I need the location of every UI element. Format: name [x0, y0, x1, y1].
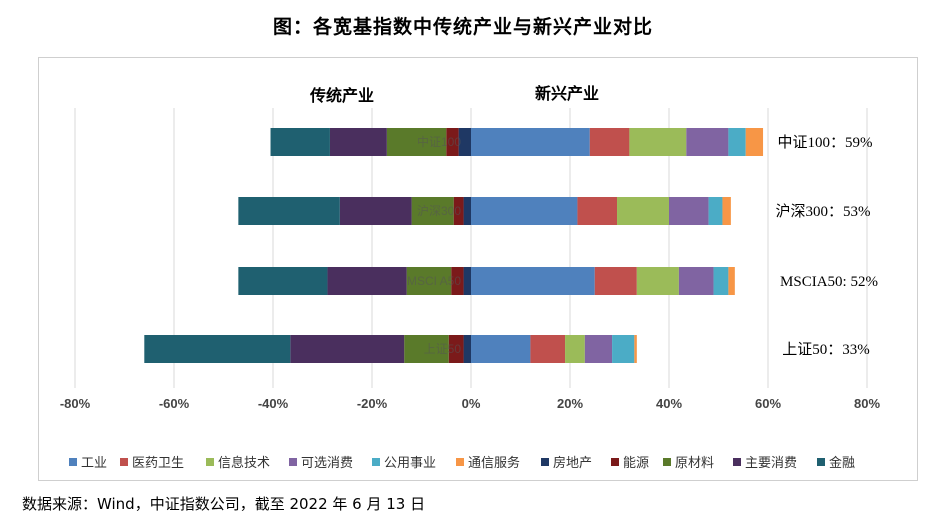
legend-entry: 信息技术 [218, 455, 270, 471]
bar-segment [577, 197, 618, 225]
legend-swatch [541, 458, 549, 466]
legend-entry: 金融 [829, 455, 855, 471]
bar-segment [713, 267, 729, 295]
x-tick-label: -20% [357, 396, 388, 411]
bars [144, 128, 764, 363]
page-title: 图：各宽基指数中传统产业与新兴产业对比 [272, 16, 653, 38]
bar-segment [686, 128, 729, 156]
legend-swatch [69, 458, 77, 466]
legend-entry: 通信服务 [468, 455, 520, 471]
bar-segment [404, 335, 449, 363]
bar-segment [708, 197, 723, 225]
legend-entry: 可选消费 [301, 456, 353, 471]
bar-segment [463, 267, 471, 295]
x-tick-label: -80% [60, 396, 91, 411]
bar-segment [329, 128, 387, 156]
bar-segment [471, 335, 531, 363]
legend-entry: 工业 [81, 456, 107, 471]
bar-inner-label: 中证100 [417, 134, 461, 149]
right-label: 上证50：33% [782, 341, 870, 358]
legend-swatch [817, 458, 825, 466]
bar-segment [458, 128, 471, 156]
right-label: MSCIA50: 52% [780, 274, 878, 290]
bar-segment [339, 197, 412, 225]
legend-swatch [456, 458, 464, 466]
legend-swatch [733, 458, 741, 466]
bar-segment [238, 267, 328, 295]
legend-entry: 公用事业 [384, 456, 436, 471]
bar-segment [629, 128, 687, 156]
bar-segment [636, 267, 679, 295]
right-header: 新兴产业 [535, 84, 599, 103]
bar-segment [471, 128, 590, 156]
inner-labels: 中证100 沪深300 MSCI A50 上证50 [407, 134, 461, 356]
left-header: 传统产业 [309, 86, 374, 105]
x-tick-label: 80% [854, 396, 880, 411]
bar-segment [722, 197, 731, 225]
bar-segment [728, 128, 746, 156]
x-tick-label: 20% [557, 396, 583, 411]
legend-swatch [289, 458, 297, 466]
x-tick-labels: -80% -60% -40% -20% 0% 20% 40% 60% 80% [60, 396, 881, 411]
x-tick-label: 40% [656, 396, 682, 411]
bar-segment [411, 197, 454, 225]
bar-segment [471, 267, 595, 295]
bar-segment [451, 267, 464, 295]
bar-segment [406, 267, 452, 295]
bar-segment [471, 197, 578, 225]
legend-swatch [120, 458, 128, 466]
footer-source: 数据来源：Wind，中证指数公司，截至 2022 年 6 月 13 日 [22, 495, 426, 513]
chart-frame [38, 57, 918, 481]
bar-segment [617, 197, 669, 225]
bar-segment [463, 335, 471, 363]
bar-segment [669, 197, 709, 225]
bar-segment [327, 267, 407, 295]
bar-segment [530, 335, 566, 363]
bar-segment [745, 128, 764, 156]
legend-swatch [206, 458, 214, 466]
x-tick-label: -40% [258, 396, 289, 411]
right-label: 沪深300：53% [776, 203, 871, 220]
right-labels: 中证100：59% 沪深300：53% MSCIA50: 52% 上证50：33% [776, 134, 878, 358]
x-tick-label: 60% [755, 396, 781, 411]
bar-segment [446, 128, 459, 156]
legend-entry: 能源 [623, 456, 649, 471]
bar-segment [290, 335, 405, 363]
bar-segment [634, 335, 637, 363]
legend-swatch [611, 458, 619, 466]
bar-segment [238, 197, 340, 225]
x-tick-label: -60% [159, 396, 190, 411]
bar-segment [386, 128, 447, 156]
bar-segment [612, 335, 635, 363]
bar-segment [728, 267, 735, 295]
legend-entry: 原材料 [675, 456, 714, 471]
legend-entry: 医药卫生 [132, 456, 184, 471]
x-tick-label: 0% [462, 396, 481, 411]
bar-segment [270, 128, 330, 156]
bar-inner-label: MSCI A50 [407, 274, 461, 288]
legend-entry: 主要消费 [745, 456, 797, 471]
legend-swatch [372, 458, 380, 466]
bar-segment [144, 335, 291, 363]
bar-segment [565, 335, 585, 363]
bar-segment [594, 267, 637, 295]
bar-segment [589, 128, 630, 156]
right-label: 中证100：59% [778, 134, 873, 151]
bar-inner-label: 沪深300 [417, 204, 461, 218]
bar-segment [678, 267, 714, 295]
bar-segment [448, 335, 464, 363]
bar-segment [584, 335, 613, 363]
bar-inner-label: 上证50 [424, 342, 462, 356]
legend: 工业 医药卫生 信息技术 可选消费 公用事业 通信服务 房地产 能源 原材料 主要消费 金融 [69, 455, 855, 471]
bar-segment [453, 197, 464, 225]
legend-entry: 房地产 [553, 455, 592, 471]
bar-segment [463, 197, 471, 225]
legend-swatch [663, 458, 671, 466]
